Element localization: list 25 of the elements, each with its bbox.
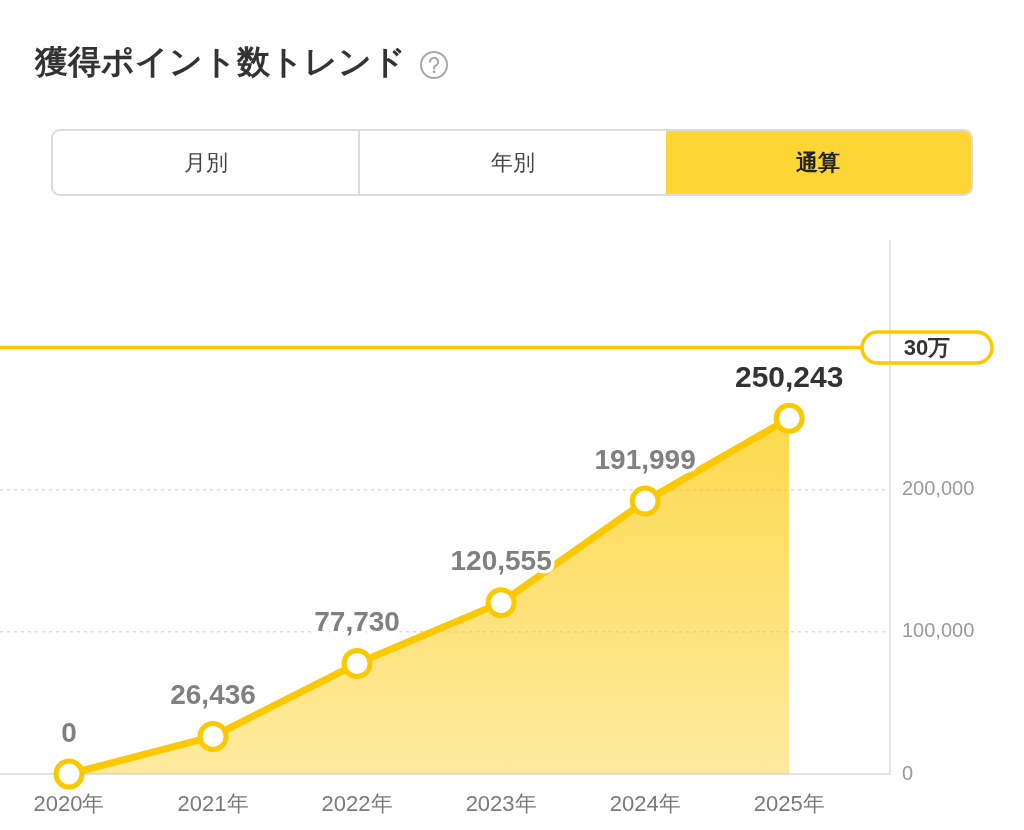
data-label: 120,555 [450, 545, 552, 577]
ref-line-label: 30万 [903, 334, 951, 360]
point [773, 402, 805, 434]
chart-title: 獲得ポイント数トレンド [35, 41, 406, 83]
selected-tab[interactable]: 通算 [665, 131, 971, 194]
data-label: 250,243 [734, 359, 844, 393]
data-label: 0 [61, 716, 77, 748]
data-label: 191,999 [594, 443, 696, 475]
x-tick-label: 2022年 [321, 791, 393, 817]
point [485, 587, 517, 619]
x-tick-label: 2024年 [609, 791, 681, 817]
x-tick-label: 2021年 [177, 791, 249, 817]
y-tick-label: 100,000 [902, 619, 975, 642]
x-tick-label: 2020年 [33, 791, 105, 817]
x-tick-label: 2025年 [753, 791, 825, 817]
data-label: 77,730 [314, 606, 400, 638]
point [197, 720, 229, 752]
data-label: 26,436 [170, 679, 256, 711]
x-tick-label: 2023年 [465, 791, 537, 817]
tab[interactable]: 月別 [53, 131, 359, 194]
point [629, 485, 661, 517]
point [341, 648, 373, 680]
point [53, 758, 85, 790]
y-tick-label: 200,000 [902, 477, 975, 500]
y-tick-label: 0 [902, 761, 914, 784]
